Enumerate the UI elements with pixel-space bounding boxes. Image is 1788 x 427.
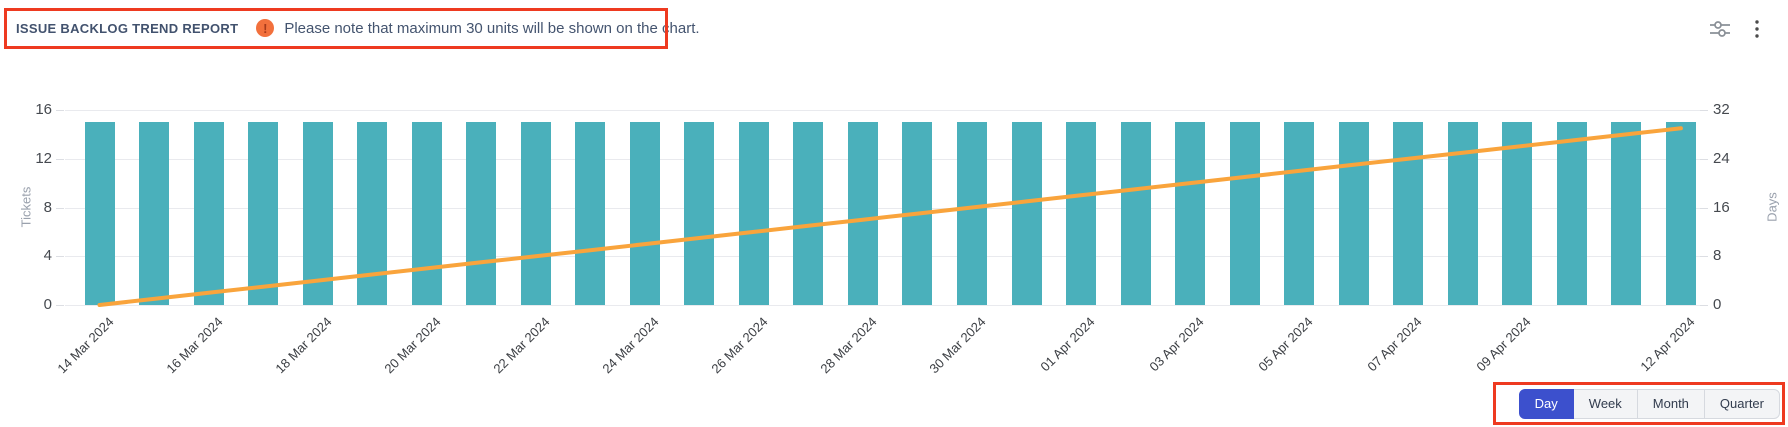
bar[interactable] xyxy=(1120,122,1151,305)
left-axis-title: Tickets xyxy=(18,186,34,228)
left-axis-tick-label: 0 xyxy=(43,296,52,313)
bar[interactable] xyxy=(1338,122,1369,305)
x-axis-label: 20 Mar 2024 xyxy=(381,314,444,377)
bar[interactable] xyxy=(302,122,333,305)
more-options-button[interactable] xyxy=(1752,17,1762,41)
period-button-month[interactable]: Month xyxy=(1636,389,1705,419)
kebab-menu-icon xyxy=(1755,20,1759,38)
warning-note: Please note that maximum 30 units will b… xyxy=(284,19,700,37)
bar[interactable] xyxy=(139,122,170,305)
period-button-quarter[interactable]: Quarter xyxy=(1703,389,1780,419)
gridline xyxy=(65,158,1700,160)
bar[interactable] xyxy=(684,122,715,305)
bar[interactable] xyxy=(84,122,115,305)
left-axis-tick-label: 12 xyxy=(35,149,52,167)
left-axis-tick-label: 8 xyxy=(43,198,52,216)
bar[interactable] xyxy=(411,122,442,305)
right-axis-tick-label: 16 xyxy=(1713,198,1730,216)
bar[interactable] xyxy=(248,122,279,305)
gridline xyxy=(65,207,1700,209)
right-axis-tick-label: 8 xyxy=(1713,247,1722,265)
period-switcher: Day Week Month Quarter xyxy=(1518,389,1780,419)
report-header: ISSUE BACKLOG TREND REPORT ! Please note… xyxy=(16,19,700,37)
x-axis-label: 24 Mar 2024 xyxy=(599,314,662,377)
bar[interactable] xyxy=(738,122,769,305)
chart-toolbar xyxy=(1706,16,1762,42)
right-axis-tick-label: 0 xyxy=(1713,296,1722,313)
bar[interactable] xyxy=(793,122,824,305)
bar[interactable] xyxy=(193,122,224,305)
gridline xyxy=(65,305,1700,306)
bar[interactable] xyxy=(1175,122,1206,305)
chart-settings-button[interactable] xyxy=(1706,16,1734,42)
left-axis-tick-label: 4 xyxy=(43,247,52,265)
line-series-days xyxy=(97,126,1683,307)
report-title: ISSUE BACKLOG TREND REPORT xyxy=(16,20,239,36)
sliders-icon xyxy=(1710,21,1730,37)
x-axis-label: 01 Apr 2024 xyxy=(1037,314,1098,375)
period-button-week[interactable]: Week xyxy=(1572,389,1638,419)
x-axis-label: 16 Mar 2024 xyxy=(162,314,226,377)
bar[interactable] xyxy=(1066,122,1097,305)
bar[interactable] xyxy=(1556,122,1587,305)
right-axis-tick-label: 24 xyxy=(1713,149,1730,167)
right-axis-title: Days xyxy=(1764,192,1780,222)
x-axis-label: 07 Apr 2024 xyxy=(1364,314,1425,375)
bar[interactable] xyxy=(1611,122,1642,305)
bar[interactable] xyxy=(847,122,878,305)
x-axis-label: 28 Mar 2024 xyxy=(817,314,880,377)
gridline xyxy=(65,110,1700,111)
bar[interactable] xyxy=(629,122,660,305)
x-axis-label: 03 Apr 2024 xyxy=(1146,314,1207,375)
warning-icon: ! xyxy=(256,19,275,37)
x-axis-label: 30 Mar 2024 xyxy=(926,314,989,377)
left-axis-tick-label: 16 xyxy=(35,101,52,118)
bar[interactable] xyxy=(1502,122,1533,305)
x-axis-label: 18 Mar 2024 xyxy=(271,314,335,377)
bar[interactable] xyxy=(1665,122,1696,305)
bar[interactable] xyxy=(1284,122,1315,305)
bar[interactable] xyxy=(956,122,987,305)
period-button-day[interactable]: Day xyxy=(1518,389,1574,419)
x-axis-label: 14 Mar 2024 xyxy=(53,314,117,377)
x-axis-label: 26 Mar 2024 xyxy=(708,314,771,377)
x-axis-label: 05 Apr 2024 xyxy=(1255,314,1316,375)
gridline xyxy=(65,256,1700,258)
right-axis-tick-label: 32 xyxy=(1713,101,1730,118)
bar[interactable] xyxy=(1393,122,1424,305)
bar[interactable] xyxy=(520,122,551,305)
bar[interactable] xyxy=(1229,122,1260,305)
bar[interactable] xyxy=(466,122,497,305)
x-axis-label: 22 Mar 2024 xyxy=(490,314,553,377)
bar[interactable] xyxy=(575,122,606,305)
bar[interactable] xyxy=(1011,122,1042,305)
